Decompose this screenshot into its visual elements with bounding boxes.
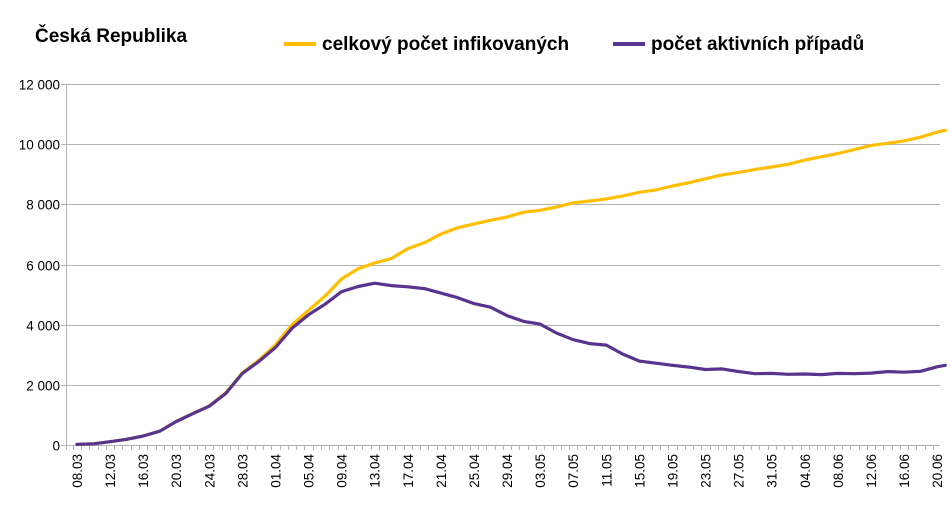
y-tick-label-0: 0 bbox=[52, 439, 60, 454]
series-line-1 bbox=[75, 281, 947, 446]
grid bbox=[66, 84, 940, 446]
x-tick-label-2: 16.03 bbox=[136, 454, 151, 488]
x-tick-label-15: 07.05 bbox=[566, 454, 581, 488]
x-tick-label-13: 29.04 bbox=[500, 454, 515, 488]
x-tick-label-3: 20.03 bbox=[169, 454, 184, 488]
x-tick-label-19: 23.05 bbox=[699, 454, 714, 488]
y-tick-label-4: 8 000 bbox=[26, 198, 60, 213]
x-tick-label-12: 25.04 bbox=[467, 454, 482, 488]
series-lines bbox=[75, 128, 947, 446]
x-tick-label-6: 01.04 bbox=[268, 454, 283, 488]
x-tick-label-16: 11.05 bbox=[599, 454, 614, 487]
x-tick-label-17: 15.05 bbox=[632, 454, 647, 488]
x-tick-label-10: 17.04 bbox=[401, 454, 416, 488]
x-tick-label-9: 13.04 bbox=[368, 454, 383, 488]
x-tick-label-22: 04.06 bbox=[798, 454, 813, 488]
y-tick-label-3: 6 000 bbox=[26, 259, 60, 274]
axes bbox=[61, 84, 940, 450]
x-tick-label-11: 21.04 bbox=[434, 454, 449, 488]
x-tick-label-8: 09.04 bbox=[335, 454, 350, 488]
legend-label-series-1: počet aktivních případů bbox=[651, 34, 864, 55]
x-axis-tick-labels: 08.03 12.03 16.03 20.03 24.03 28.03 01.04 05.04… bbox=[70, 454, 945, 488]
x-tick-label-7: 05.04 bbox=[302, 454, 317, 488]
y-axis-tick-labels: 0 2 000 4 000 6 000 8 000 10 000 12 000 bbox=[19, 78, 60, 454]
y-tick-label-6: 12 000 bbox=[19, 78, 60, 93]
x-tick-label-26: 20.06 bbox=[930, 454, 945, 488]
x-tick-label-23: 08.06 bbox=[831, 454, 846, 488]
x-tick-label-14: 03.05 bbox=[533, 454, 548, 488]
legend-label-series-0: celkový počet infikovaných bbox=[322, 34, 569, 55]
series-line-0 bbox=[75, 128, 947, 446]
x-tick-label-1: 12.03 bbox=[103, 454, 118, 488]
x-tick-label-25: 16.06 bbox=[897, 454, 912, 488]
y-tick-label-2: 4 000 bbox=[26, 319, 60, 334]
x-tick-label-18: 19.05 bbox=[665, 454, 680, 488]
y-tick-label-1: 2 000 bbox=[26, 379, 60, 394]
chart-title: Česká Republika bbox=[35, 25, 187, 47]
x-tick-label-5: 28.03 bbox=[235, 454, 250, 488]
legend: celkový počet infikovaných počet aktivní… bbox=[284, 34, 864, 55]
x-tick-label-0: 08.03 bbox=[70, 454, 85, 488]
y-tick-label-5: 10 000 bbox=[19, 138, 60, 153]
x-tick-label-24: 12.06 bbox=[864, 454, 879, 488]
x-tick-label-20: 27.05 bbox=[732, 454, 747, 488]
x-tick-label-21: 31.05 bbox=[765, 454, 780, 488]
x-tick-label-4: 24.03 bbox=[202, 454, 217, 488]
